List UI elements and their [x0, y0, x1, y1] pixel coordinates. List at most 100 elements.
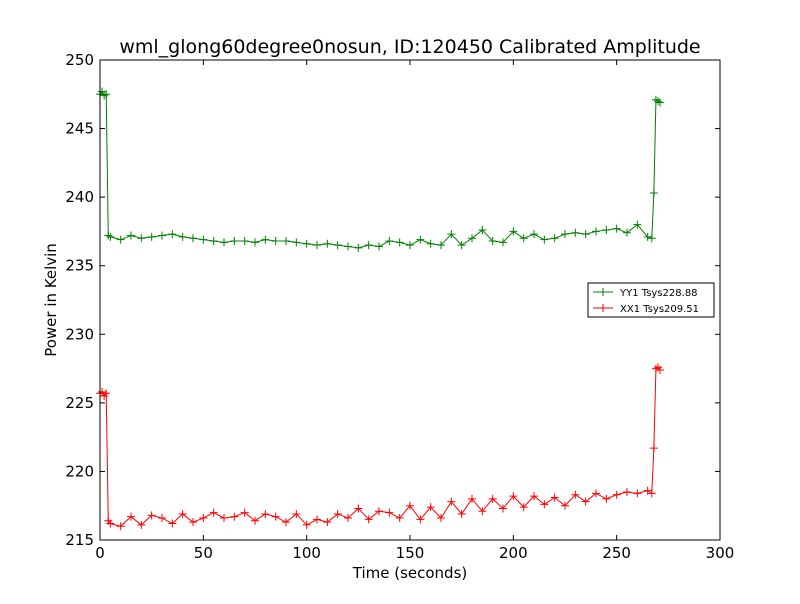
data-point — [581, 230, 590, 239]
data-point — [106, 519, 115, 528]
data-point — [643, 232, 652, 241]
data-point — [468, 494, 476, 503]
x-tick-label: 150 — [396, 544, 425, 562]
x-tick-label: 50 — [194, 544, 213, 562]
data-point — [509, 227, 518, 236]
x-axis-label: Time (seconds) — [352, 564, 468, 582]
data-point — [437, 514, 445, 523]
data-point — [592, 489, 600, 498]
data-point — [116, 522, 125, 531]
data-point — [209, 508, 218, 517]
data-point — [478, 226, 487, 235]
data-point — [550, 234, 559, 243]
data-point — [437, 241, 445, 250]
data-point — [623, 228, 631, 237]
legend-marker — [599, 288, 607, 296]
data-point — [478, 507, 487, 516]
data-point — [292, 509, 301, 518]
data-point — [127, 512, 135, 521]
data-point — [158, 514, 166, 523]
series-1 — [96, 363, 665, 531]
data-point — [344, 242, 352, 251]
data-point — [540, 500, 549, 509]
data-point — [416, 515, 425, 524]
data-point — [581, 497, 590, 506]
data-point — [240, 508, 249, 517]
data-point — [561, 230, 569, 239]
data-point — [395, 238, 404, 247]
x-tick-label: 300 — [706, 544, 735, 562]
x-tick-label: 250 — [602, 544, 631, 562]
data-point — [406, 241, 414, 250]
axis-ticks: 0 50 100 150 200 250 300 215 220 225 230 235 240 245 2… — [65, 51, 734, 562]
data-point — [282, 237, 290, 246]
data-point — [499, 238, 507, 247]
data-point — [647, 234, 656, 243]
data-point — [488, 494, 497, 503]
legend-label: XX1 Tsys209.51 — [620, 304, 699, 315]
data-point — [643, 486, 652, 495]
data-point — [220, 238, 228, 247]
data-point — [199, 235, 208, 244]
series-line — [99, 90, 661, 249]
y-tick-label: 225 — [65, 394, 94, 412]
data-point — [364, 515, 373, 524]
data-point — [323, 518, 332, 527]
data-point — [457, 241, 466, 250]
data-point — [344, 514, 352, 523]
data-point — [385, 508, 394, 517]
data-point — [333, 509, 342, 518]
x-tick-label: 200 — [499, 544, 528, 562]
data-point — [313, 515, 321, 524]
data-point — [651, 95, 660, 104]
legend-marker — [599, 304, 607, 312]
data-point — [633, 220, 642, 229]
data-point — [168, 230, 177, 239]
data-point — [189, 234, 197, 243]
data-point — [612, 224, 621, 233]
data-point — [333, 241, 342, 250]
y-tick-label: 220 — [65, 462, 94, 480]
data-point — [178, 509, 187, 518]
data-point — [654, 97, 662, 106]
x-tick-label: 0 — [95, 544, 105, 562]
data-point — [292, 238, 301, 247]
y-tick-label: 240 — [65, 188, 94, 206]
data-point — [98, 387, 107, 396]
data-point — [602, 226, 611, 235]
data-point — [385, 237, 394, 246]
data-point — [251, 516, 259, 525]
data-point — [406, 501, 414, 510]
data-point — [230, 237, 239, 246]
y-tick-label: 235 — [65, 257, 94, 275]
data-point — [271, 512, 280, 521]
data-point — [199, 514, 208, 523]
data-point — [656, 365, 665, 374]
legend: YY1 Tsys228.88 XX1 Tsys209.51 — [587, 282, 715, 318]
data-point — [127, 231, 135, 240]
data-point — [354, 243, 363, 252]
data-point — [499, 504, 507, 513]
data-point — [168, 519, 177, 528]
data-point — [519, 234, 528, 243]
data-point — [137, 520, 146, 529]
data-point — [540, 235, 549, 244]
data-point — [571, 228, 580, 237]
data-point — [189, 518, 197, 527]
data-point — [571, 490, 580, 499]
data-point — [457, 509, 466, 518]
data-point — [395, 514, 404, 523]
data-point — [550, 493, 559, 502]
data-point — [230, 512, 239, 521]
data-point — [426, 503, 435, 512]
data-point — [488, 237, 497, 246]
data-point — [98, 87, 107, 96]
data-point — [302, 239, 311, 248]
data-point — [106, 232, 115, 241]
data-point — [100, 91, 109, 100]
data-point — [530, 230, 538, 239]
data-point — [561, 501, 569, 510]
data-point — [592, 227, 600, 236]
y-tick-label: 245 — [65, 120, 94, 138]
